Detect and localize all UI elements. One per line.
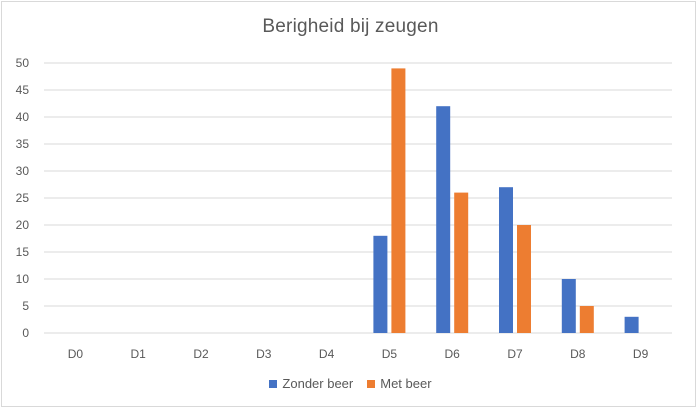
x-tick-label: D8	[570, 347, 586, 361]
legend-label-met-beer: Met beer	[380, 376, 432, 391]
y-tick-label: 0	[22, 326, 29, 340]
bar-zonder-beer-d9	[624, 316, 639, 333]
x-tick-label: D2	[193, 347, 209, 361]
legend-item-met-beer: Met beer	[367, 376, 432, 391]
y-axis-ticks: 0 5 10 15 20 25 30 35 40 45 50	[16, 56, 30, 340]
legend-label-zonder-beer: Zonder beer	[282, 376, 354, 391]
x-tick-label: D4	[319, 347, 335, 361]
bar-zonder-beer-d8	[561, 279, 576, 333]
y-tick-label: 5	[22, 299, 29, 313]
bar-zonder-beer-d7	[499, 187, 513, 333]
y-tick-label: 40	[16, 110, 30, 124]
x-tick-label: D5	[382, 347, 398, 361]
y-tick-label: 20	[16, 218, 30, 232]
legend-item-zonder-beer: Zonder beer	[269, 376, 353, 391]
x-tick-label: D9	[633, 347, 649, 361]
bar-met-beer-d6	[454, 192, 469, 333]
bar-met-beer-d8	[579, 306, 594, 333]
bar-zonder-beer-d5	[373, 235, 388, 333]
y-tick-label: 30	[16, 164, 30, 178]
x-tick-label: D1	[131, 347, 147, 361]
y-tick-label: 25	[16, 191, 30, 205]
bar-met-beer-d7	[517, 225, 531, 333]
x-tick-label: D0	[68, 347, 84, 361]
x-tick-label: D3	[256, 347, 272, 361]
gridlines	[44, 62, 672, 334]
y-tick-label: 10	[16, 272, 30, 286]
x-axis-ticks: D0 D1 D2 D3 D4 D5 D6 D7 D8 D9	[68, 347, 649, 361]
legend-swatch-zonder-beer	[269, 379, 278, 388]
bars	[373, 68, 639, 334]
legend: Zonder beer Met beer	[2, 376, 699, 391]
chart-title: Berigheid bij zeugen	[262, 16, 439, 37]
y-tick-label: 50	[16, 56, 30, 70]
bar-zonder-beer-d6	[436, 106, 451, 333]
legend-swatch-met-beer	[367, 379, 376, 388]
x-tick-label: D6	[445, 347, 461, 361]
y-tick-label: 45	[16, 83, 30, 97]
y-tick-label: 35	[16, 137, 30, 151]
x-tick-label: D7	[507, 347, 523, 361]
bar-met-beer-d5	[391, 68, 406, 334]
y-tick-label: 15	[16, 245, 30, 259]
